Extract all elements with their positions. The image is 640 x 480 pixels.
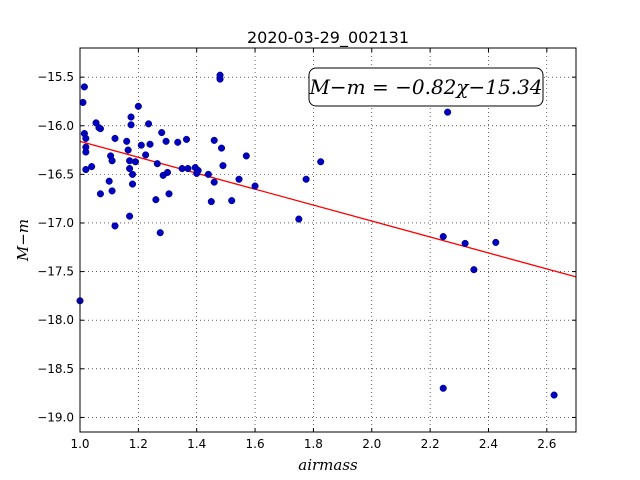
- y-tick-label: −16.5: [37, 167, 74, 181]
- x-tick-label: 2.0: [362, 437, 381, 451]
- ticks: [79, 48, 576, 432]
- data-point: [163, 168, 172, 176]
- data-point: [124, 146, 132, 154]
- data-point: [207, 198, 215, 206]
- data-point: [82, 148, 90, 156]
- fit-line: [79, 140, 577, 278]
- data-point: [242, 152, 250, 160]
- data-point: [439, 233, 447, 241]
- data-point: [219, 162, 227, 170]
- data-point: [174, 138, 182, 146]
- chart-title: 2020-03-29_002131: [247, 28, 409, 48]
- data-point: [182, 135, 191, 143]
- data-point: [295, 215, 303, 223]
- data-point: [137, 141, 145, 149]
- data-point: [134, 102, 142, 110]
- data-point: [127, 113, 135, 121]
- data-point: [184, 164, 192, 173]
- data-point: [80, 83, 88, 91]
- data-point: [550, 391, 558, 399]
- data-point: [108, 157, 116, 165]
- data-point: [105, 177, 113, 185]
- fit-line-layer: [79, 140, 577, 278]
- y-tick-label: −16.0: [37, 119, 74, 133]
- grid: [79, 48, 576, 432]
- data-point: [88, 163, 96, 171]
- fit-equation-frame: [308, 67, 544, 107]
- data-point: [317, 158, 325, 166]
- x-tick-label: 2.6: [537, 437, 556, 451]
- y-tick-label: −17.0: [37, 216, 74, 230]
- plot-frame: [79, 47, 577, 433]
- x-tick-label: 1.0: [70, 437, 89, 451]
- data-points: [76, 71, 558, 399]
- fit-equation-box: M−m = −0.82χ−15.34: [308, 67, 544, 107]
- data-point: [96, 190, 104, 198]
- y-axis-label: M−m: [14, 219, 32, 262]
- y-tick-label: −17.5: [37, 265, 74, 279]
- data-point: [158, 129, 166, 137]
- x-tick-label: 1.8: [304, 437, 323, 451]
- data-point: [111, 222, 119, 230]
- data-point: [152, 196, 160, 204]
- x-tick-label: 1.2: [129, 437, 148, 451]
- data-point: [216, 75, 224, 83]
- data-point: [79, 98, 87, 106]
- data-point: [82, 165, 90, 174]
- y-tick-label: −15.5: [37, 70, 74, 84]
- data-point: [123, 137, 131, 145]
- data-point: [210, 136, 218, 144]
- data-point: [165, 190, 173, 198]
- data-point: [127, 121, 135, 129]
- y-tick-labels: −15.5 −16.0 −16.5 −17.0 −17.5 −18.0 −18.5 −19.0: [37, 70, 74, 424]
- y-tick-label: −18.0: [37, 313, 74, 327]
- data-point: [146, 140, 154, 148]
- x-axis-label: airmass: [298, 456, 358, 474]
- x-tick-label: 2.4: [479, 437, 498, 451]
- data-point: [217, 144, 226, 152]
- data-point: [439, 384, 447, 392]
- data-point: [444, 108, 452, 116]
- data-point: [194, 166, 202, 175]
- data-point: [461, 239, 469, 247]
- data-point: [108, 187, 116, 195]
- x-tick-label: 1.6: [246, 437, 265, 451]
- data-point: [145, 120, 153, 128]
- data-point: [126, 157, 134, 165]
- y-tick-label: −18.5: [37, 362, 74, 376]
- y-tick-label: −19.0: [37, 410, 74, 424]
- data-point: [126, 212, 134, 220]
- data-point: [128, 180, 137, 188]
- fit-equation-text: M−m = −0.82χ−15.34: [308, 75, 542, 99]
- data-point: [162, 137, 170, 145]
- data-point: [126, 164, 134, 173]
- x-tick-label: 2.2: [421, 437, 440, 451]
- data-point: [228, 197, 236, 205]
- x-tick-labels: 1.0 1.2 1.4 1.6 1.8 2.0 2.2 2.4 2.6: [70, 437, 556, 451]
- data-point: [302, 175, 310, 183]
- data-point: [492, 238, 500, 246]
- data-point: [131, 158, 139, 166]
- data-point: [156, 229, 164, 237]
- data-point: [96, 125, 104, 133]
- data-point: [153, 160, 161, 168]
- data-point: [251, 182, 259, 190]
- data-point: [82, 134, 90, 142]
- data-point: [470, 266, 478, 274]
- data-point: [142, 151, 150, 159]
- data-point: [111, 134, 119, 142]
- data-point: [210, 178, 218, 186]
- data-point: [235, 175, 243, 183]
- x-tick-label: 1.4: [187, 437, 206, 451]
- data-point: [204, 170, 212, 178]
- data-point: [128, 170, 137, 178]
